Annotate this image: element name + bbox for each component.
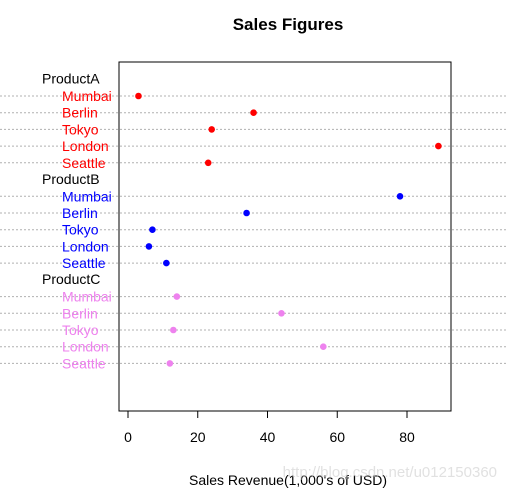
row-label: Berlin [62,205,98,221]
x-tick-label: 0 [124,429,132,445]
data-point [163,259,170,267]
data-point [243,209,250,217]
x-tick-label: 20 [190,429,206,445]
group-label: ProductB [42,171,100,187]
x-axis: 0 20 40 60 80 [124,410,415,445]
row-label: London [62,339,109,355]
watermark: http://blog.csdn.net/u012150360 [283,464,497,481]
data-point [149,226,156,233]
plot-frame [118,61,452,412]
data-point [208,126,215,133]
row-label: Seattle [62,255,106,271]
row-label: Seattle [62,155,106,171]
row-label: Tokyo [62,322,99,338]
data-point [396,193,404,200]
data-point [173,293,181,300]
data-point [135,92,142,100]
data-point [278,310,285,317]
row-label: Berlin [62,105,98,121]
x-axis-label: Sales Revenue(1,000's of USD) [189,472,387,488]
row-label: Tokyo [62,222,99,238]
data-point [320,343,327,351]
row-label: London [62,238,109,254]
chart-title: Sales Figures [233,15,344,34]
row-label: Mumbai [62,188,112,204]
data-point [166,360,174,367]
row-label: Tokyo [62,121,99,137]
data-point [170,326,177,334]
x-tick-label: 60 [329,429,345,445]
group-label: ProductC [42,271,100,287]
plot-rows: ProductAMumbaiBerlinTokyoLondonSeattlePr… [0,71,508,371]
row-label: London [62,138,109,154]
x-tick-label: 80 [399,429,415,445]
row-label: Mumbai [62,289,112,305]
data-point [250,109,257,116]
data-point [145,243,153,250]
row-label: Mumbai [62,88,112,104]
data-point [435,142,442,150]
group-label: ProductA [42,71,100,87]
row-label: Seattle [62,355,106,371]
x-tick-label: 40 [260,429,276,445]
data-point [204,159,212,167]
row-label: Berlin [62,305,98,321]
